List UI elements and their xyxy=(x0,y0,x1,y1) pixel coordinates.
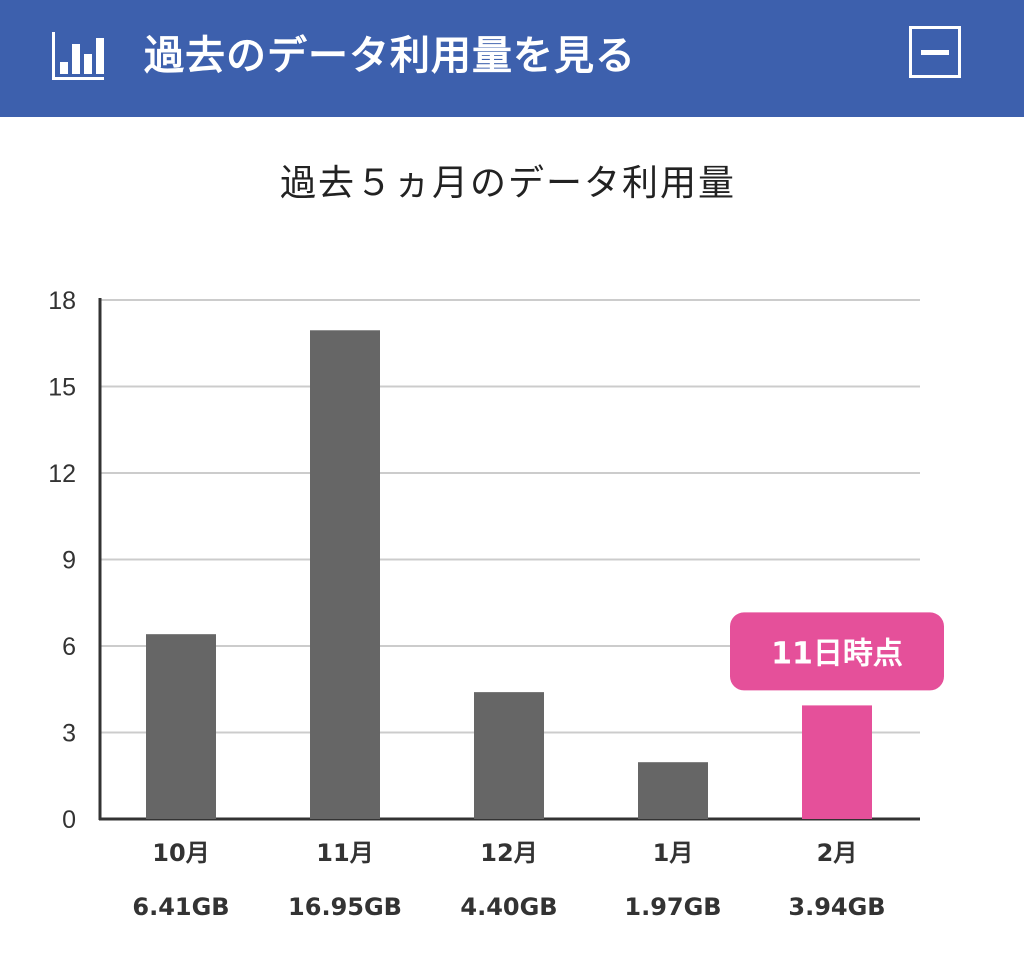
y-tick-label: 12 xyxy=(48,460,76,488)
bar-value-label: 16.95GB xyxy=(288,893,402,921)
bar-chart: 0 3 6 9 12 15 18 10月 6.41GB 11月 16.95GB 12月 4.40GB 1月… xyxy=(48,287,944,921)
annotation-text: 11日時点 xyxy=(771,636,903,671)
collapse-button[interactable] xyxy=(909,26,961,78)
x-category-label: 1月 xyxy=(653,839,694,867)
y-tick-label: 0 xyxy=(62,806,76,834)
chart-title: 過去５ヵ月のデータ利用量 xyxy=(279,163,736,204)
page-title: 過去のデータ利用量を見る xyxy=(144,33,636,79)
bar-value-label: 4.40GB xyxy=(460,893,557,921)
y-tick-label: 3 xyxy=(62,720,76,748)
bar-5 xyxy=(802,705,872,819)
bar-1 xyxy=(146,634,216,819)
bar-2 xyxy=(310,330,380,819)
x-category-label: 2月 xyxy=(817,839,858,867)
bar-value-label: 3.94GB xyxy=(788,893,885,921)
annotation-badge xyxy=(730,612,944,691)
y-tick-label: 9 xyxy=(62,547,76,575)
minus-icon xyxy=(921,50,949,55)
x-category-label: 12月 xyxy=(480,839,537,867)
y-tick-label: 18 xyxy=(48,287,76,315)
bar-value-label: 1.97GB xyxy=(624,893,721,921)
bar-value-label: 6.41GB xyxy=(132,893,229,921)
bar-3 xyxy=(474,692,544,819)
y-tick-label: 15 xyxy=(48,374,76,402)
y-tick-label: 6 xyxy=(62,633,76,661)
x-category-label: 10月 xyxy=(152,839,209,867)
bar-chart-icon xyxy=(52,32,104,80)
header-bar[interactable]: 過去のデータ利用量を見る xyxy=(0,0,1024,117)
bar-4 xyxy=(638,762,708,819)
x-category-label: 11月 xyxy=(316,839,373,867)
